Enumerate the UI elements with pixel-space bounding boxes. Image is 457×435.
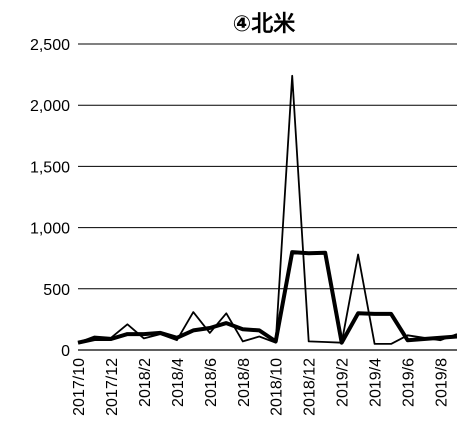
x-tick-label: 2017/12: [104, 358, 121, 416]
series-line-thin: [77, 74, 457, 345]
x-tick-label: 2018/6: [203, 358, 220, 407]
x-tick-label: 2019/8: [434, 358, 451, 407]
y-tick-label: 2,000: [30, 98, 70, 115]
y-tick-label: 0: [61, 343, 70, 360]
y-tick-label: 1,500: [30, 159, 70, 176]
x-tick-label: 2018/4: [170, 358, 187, 407]
chart-title: ④北米: [233, 12, 297, 37]
x-tick-label: 2018/12: [302, 358, 319, 416]
y-tick-label: 1,000: [30, 221, 70, 238]
x-tick-label: 2018/8: [236, 358, 253, 407]
y-tick-label: 500: [43, 282, 70, 299]
x-tick-label: 2018/2: [137, 358, 154, 407]
series-line-thick: [77, 250, 457, 345]
x-tick-label: 2018/10: [269, 358, 286, 416]
x-tick-label: 2017/10: [71, 358, 88, 416]
x-tick-label: 2019/4: [368, 358, 385, 407]
x-tick-label: 2019/2: [335, 358, 352, 407]
y-tick-label: 2,500: [30, 37, 70, 54]
x-tick-label: 2019/6: [401, 358, 418, 407]
